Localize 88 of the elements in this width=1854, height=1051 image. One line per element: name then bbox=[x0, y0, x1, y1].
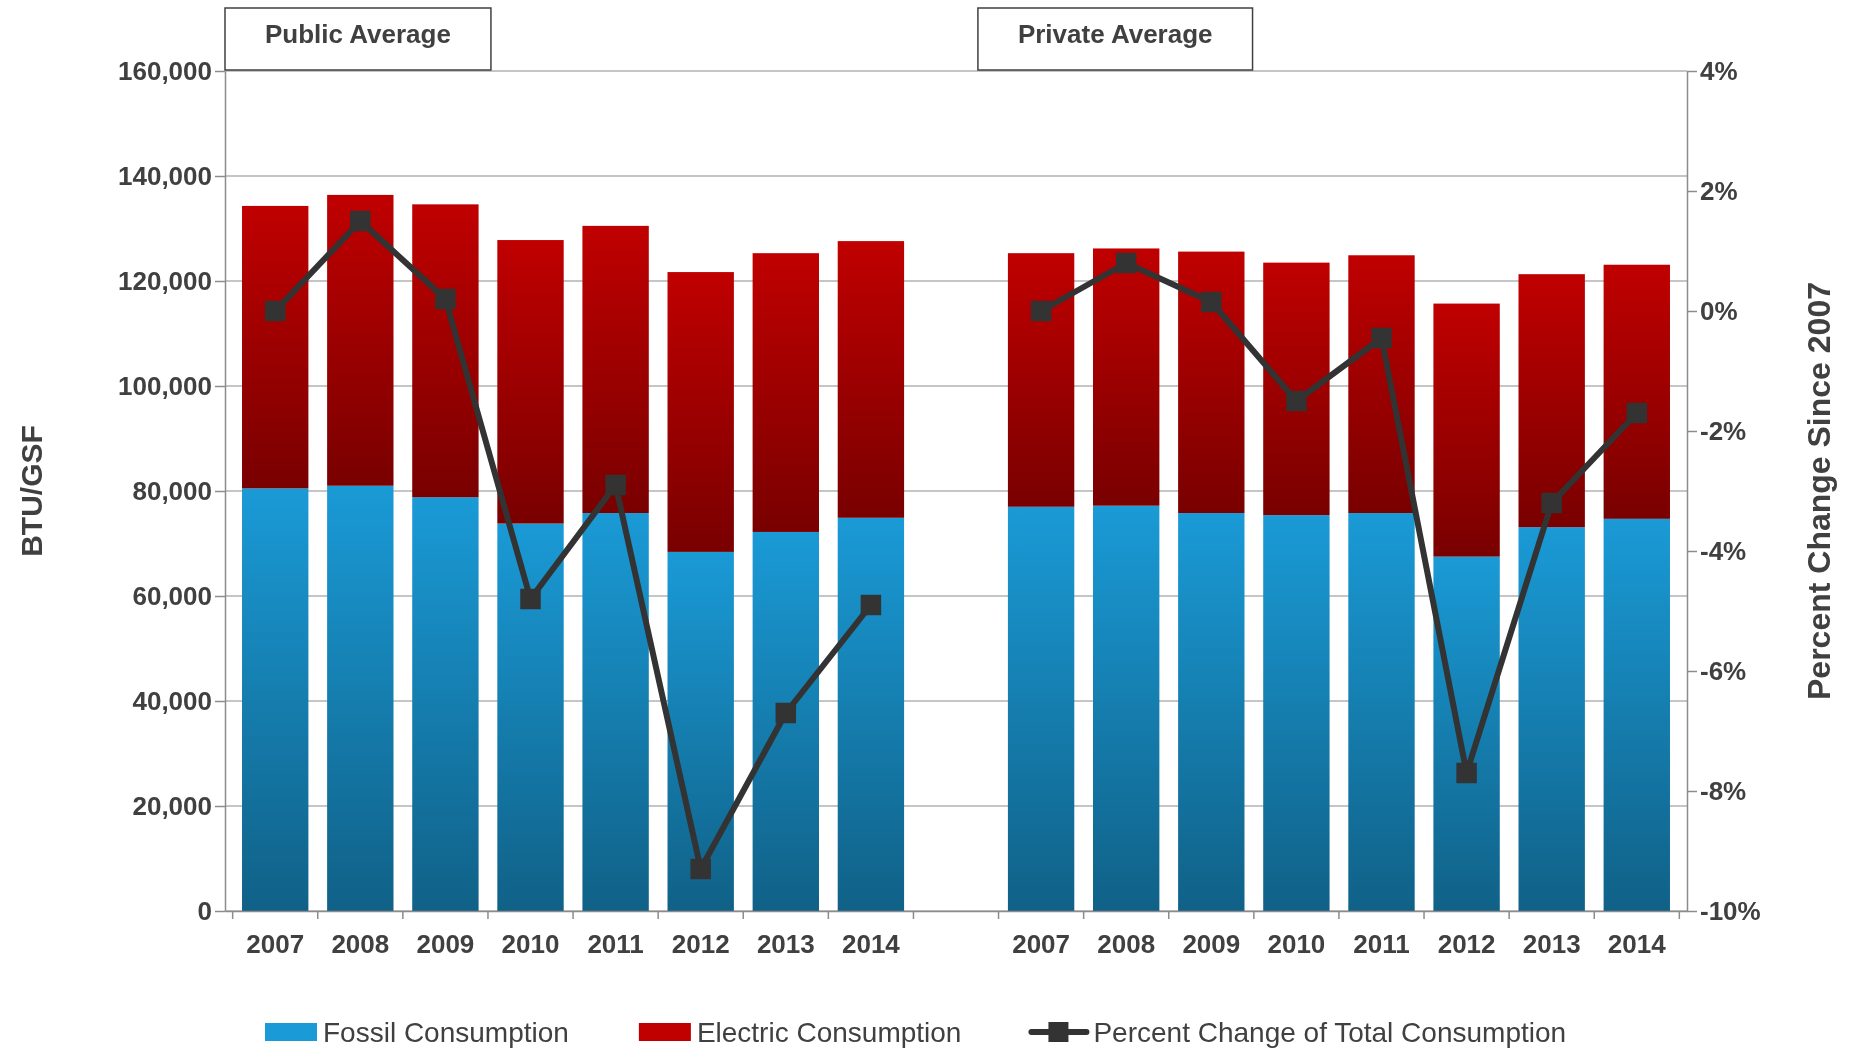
x-tick-label: 2013 bbox=[756, 929, 815, 959]
point bbox=[1115, 252, 1137, 274]
point bbox=[264, 300, 286, 322]
x-tick-label: 2014 bbox=[1607, 929, 1667, 959]
bar bbox=[242, 488, 309, 911]
bar bbox=[1433, 303, 1500, 557]
bar bbox=[497, 240, 564, 524]
bar bbox=[582, 225, 649, 514]
y2-tick-label: -6% bbox=[1700, 655, 1747, 686]
legend-label: Fossil Consumption bbox=[323, 1017, 569, 1048]
bar bbox=[1348, 513, 1415, 911]
bar bbox=[327, 485, 394, 911]
bar bbox=[1007, 253, 1075, 507]
bar bbox=[1518, 274, 1585, 528]
legend-label: Electric Consumption bbox=[696, 1017, 962, 1048]
bar bbox=[1178, 251, 1245, 514]
x-tick-label: 2008 bbox=[331, 929, 390, 959]
y2-tick-label: 2% bbox=[1700, 175, 1738, 206]
x-tick-label: 2011 bbox=[587, 929, 644, 959]
point bbox=[860, 594, 882, 616]
point bbox=[1201, 291, 1222, 313]
bar bbox=[667, 272, 734, 552]
y-axis-title: BTU/GSF bbox=[15, 425, 48, 557]
y2-tick-label: -8% bbox=[1700, 775, 1747, 806]
legend-label: Percent Change of Total Consumption bbox=[1093, 1017, 1567, 1048]
bar bbox=[1093, 248, 1160, 506]
bar bbox=[1518, 527, 1585, 911]
y-tick-label: 120,000 bbox=[118, 265, 212, 296]
bar bbox=[837, 517, 905, 911]
bar bbox=[667, 551, 734, 911]
point bbox=[1541, 492, 1562, 514]
x-tick-label: 2007 bbox=[246, 929, 305, 959]
bar bbox=[1263, 515, 1330, 911]
x-tick-label: 2012 bbox=[1437, 929, 1496, 959]
point bbox=[435, 288, 456, 310]
bar bbox=[1263, 262, 1330, 516]
bar bbox=[837, 241, 905, 518]
x-tick-label: 2010 bbox=[1267, 929, 1326, 959]
x-tick-label: 2010 bbox=[501, 929, 560, 959]
bar bbox=[1348, 255, 1415, 514]
point bbox=[690, 858, 711, 880]
y-tick-label: 160,000 bbox=[118, 55, 212, 86]
bar bbox=[1178, 513, 1245, 911]
point bbox=[1626, 402, 1648, 424]
x-tick-label: 2014 bbox=[841, 929, 901, 959]
point bbox=[775, 702, 797, 724]
y2-tick-label: -2% bbox=[1700, 415, 1747, 446]
bar bbox=[752, 531, 819, 911]
bar bbox=[327, 194, 394, 486]
point bbox=[1286, 390, 1307, 412]
y-tick-label: 0 bbox=[197, 895, 212, 926]
y2-tick-label: 0% bbox=[1700, 295, 1738, 326]
bar bbox=[582, 513, 649, 911]
x-tick-label: 2009 bbox=[416, 929, 475, 959]
point bbox=[350, 210, 371, 232]
x-tick-label: 2013 bbox=[1522, 929, 1581, 959]
bar bbox=[1093, 505, 1160, 911]
bar bbox=[1007, 506, 1075, 911]
bar bbox=[242, 205, 309, 489]
point bbox=[605, 474, 626, 496]
point bbox=[520, 588, 541, 610]
bar bbox=[1433, 556, 1500, 911]
y2-tick-label: -4% bbox=[1700, 535, 1747, 566]
bar bbox=[1603, 264, 1670, 519]
point bbox=[1371, 327, 1392, 349]
bar bbox=[1603, 518, 1670, 911]
y2-tick-label: -10% bbox=[1700, 895, 1761, 926]
text: Public Average bbox=[265, 19, 451, 49]
y-tick-label: 100,000 bbox=[118, 370, 212, 401]
y-tick-label: 60,000 bbox=[132, 580, 212, 611]
y-tick-label: 80,000 bbox=[132, 475, 212, 506]
bar bbox=[412, 497, 479, 911]
x-tick-label: 2011 bbox=[1353, 929, 1410, 959]
y2-axis-title: Percent Change Since 2007 bbox=[1801, 282, 1837, 700]
bar bbox=[752, 253, 819, 532]
bar bbox=[497, 523, 564, 911]
y-tick-label: 40,000 bbox=[132, 685, 212, 716]
text: Private Average bbox=[1017, 19, 1213, 49]
y2-tick-label: 4% bbox=[1700, 55, 1738, 86]
y-tick-label: 140,000 bbox=[118, 160, 212, 191]
y-tick-label: 20,000 bbox=[132, 790, 212, 821]
x-tick-label: 2007 bbox=[1012, 929, 1071, 959]
point bbox=[1456, 762, 1477, 784]
x-tick-label: 2012 bbox=[671, 929, 730, 959]
x-tick-label: 2008 bbox=[1097, 929, 1156, 959]
x-tick-label: 2009 bbox=[1182, 929, 1241, 959]
bar bbox=[412, 204, 479, 498]
point bbox=[1030, 300, 1052, 322]
